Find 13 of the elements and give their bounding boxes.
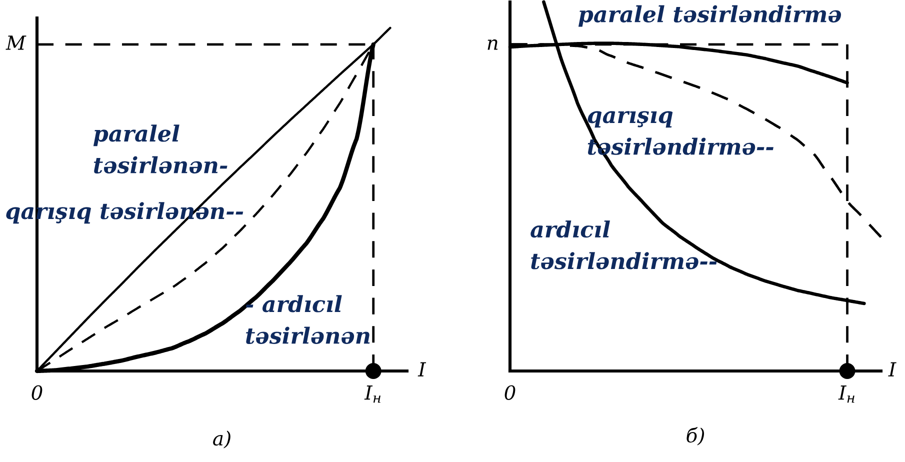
x-tick-label: 0 — [32, 385, 42, 400]
ref-line-label: M — [6, 36, 26, 50]
ref-line-label: n — [488, 39, 498, 50]
x-tick-label: I$_{н}$ — [838, 385, 854, 403]
series-label: paralel təsirləndirmə — [578, 5, 841, 27]
series-label: paralel təsirlənən- — [93, 124, 228, 174]
text: а) — [213, 430, 230, 448]
x-tick-label: I$_{н}$ — [364, 385, 380, 403]
text: б) — [686, 427, 704, 446]
series-label: ardıcıl təsirləndirmə-- — [530, 220, 717, 270]
x-axis-title: I — [888, 362, 896, 376]
x-axis-title: I — [418, 362, 426, 376]
x-tick-label: 0 — [504, 385, 516, 400]
